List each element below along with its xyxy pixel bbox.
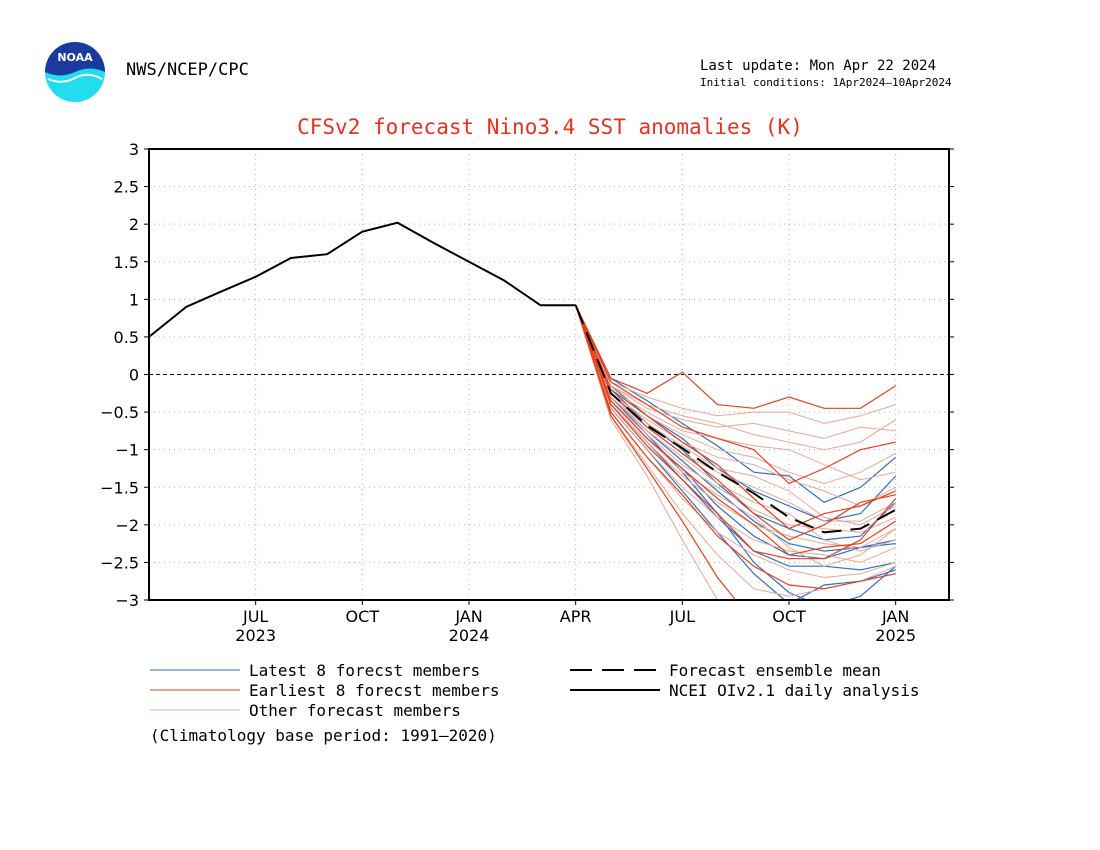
y-tick-label: 2.5: [114, 178, 139, 197]
y-tick-label: −0.5: [100, 403, 139, 422]
forecast-member-other: [575, 305, 896, 507]
legend-label-latest: Latest 8 forecst members: [249, 661, 480, 680]
y-tick-label: 0: [129, 366, 139, 385]
y-tick-label: −3: [115, 591, 139, 610]
forecast-member-latest: [575, 305, 896, 571]
forecast-member-earliest: [575, 305, 737, 600]
forecast-member-latest: [575, 305, 897, 600]
x-tick-label: APR: [560, 607, 592, 626]
x-tick-label: OCT: [346, 607, 380, 626]
noaa-logo-bird: [45, 42, 105, 76]
noaa-logo-text: NOAA: [57, 51, 93, 64]
forecast-member-other: [575, 305, 896, 563]
climatology-base-period: (Climatology base period: 1991—2020): [150, 726, 497, 745]
y-tick-label: 1.5: [114, 253, 139, 272]
x-tick-year-label: 2024: [449, 626, 490, 645]
x-tick-label: JUL: [242, 607, 268, 626]
x-tick-year-label: 2025: [875, 626, 916, 645]
analysis-line: [149, 221, 576, 338]
x-tick-label: JAN: [881, 607, 909, 626]
legend: Latest 8 forecst members Earliest 8 fore…: [150, 661, 919, 720]
forecast-member-other: [575, 305, 896, 481]
legend-label-analysis: NCEI OIv2.1 daily analysis: [669, 681, 919, 700]
forecast-member-earliest: [575, 305, 896, 485]
forecast-member-other: [575, 305, 896, 526]
forecast-member-earliest: [575, 305, 896, 530]
forecast-member-earliest: [575, 305, 897, 556]
x-tick-label: OCT: [772, 607, 806, 626]
chart-title: CFSv2 forecast Nino3.4 SST anomalies (K): [297, 115, 803, 139]
y-tick-label: 0.5: [114, 328, 139, 347]
forecast-member-earliest: [575, 305, 897, 409]
last-update-label: Last update: Mon Apr 22 2024: [700, 58, 937, 74]
forecast-member-other: [575, 305, 896, 567]
y-tick-label: 3: [129, 140, 139, 159]
forecast-member-other: [575, 305, 720, 600]
y-tick-label: −2: [115, 516, 139, 535]
grid-layer: [149, 149, 949, 600]
agency-label: NWS/NCEP/CPC: [126, 60, 249, 80]
forecast-member-earliest: [575, 305, 897, 560]
y-tick-label: −1: [115, 441, 139, 460]
forecast-member-other: [575, 305, 896, 439]
main-lines-layer: [149, 221, 897, 534]
noaa-logo: NOAA: [45, 42, 105, 102]
x-tick-label: JAN: [454, 607, 482, 626]
legend-label-mean: Forecast ensemble mean: [669, 661, 881, 680]
y-tick-label: −2.5: [100, 553, 139, 572]
x-tick-label: JUL: [669, 607, 695, 626]
forecast-member-other: [575, 305, 896, 579]
y-tick-label: 1: [129, 290, 139, 309]
noaa-logo-wave: [47, 73, 103, 83]
members-layer: [575, 305, 897, 600]
y-tick-label: −1.5: [100, 478, 139, 497]
initial-conditions-label: Initial conditions: 1Apr2024—10Apr2024: [700, 76, 952, 89]
ensemble-mean-line: [574, 304, 897, 534]
legend-label-earliest: Earliest 8 forecst members: [249, 681, 499, 700]
x-tick-year-label: 2023: [235, 626, 276, 645]
legend-label-other: Other forecast members: [249, 701, 461, 720]
y-tick-label: 2: [129, 215, 139, 234]
axis-layer: 32.521.510.50−0.5−1−1.5−2−2.5−3JUL2023OC…: [100, 140, 954, 645]
forecast-member-other: [575, 305, 896, 451]
forecast-member-other: [575, 305, 896, 533]
forecast-member-other: [575, 305, 896, 424]
forecast-member-earliest: [575, 305, 896, 590]
